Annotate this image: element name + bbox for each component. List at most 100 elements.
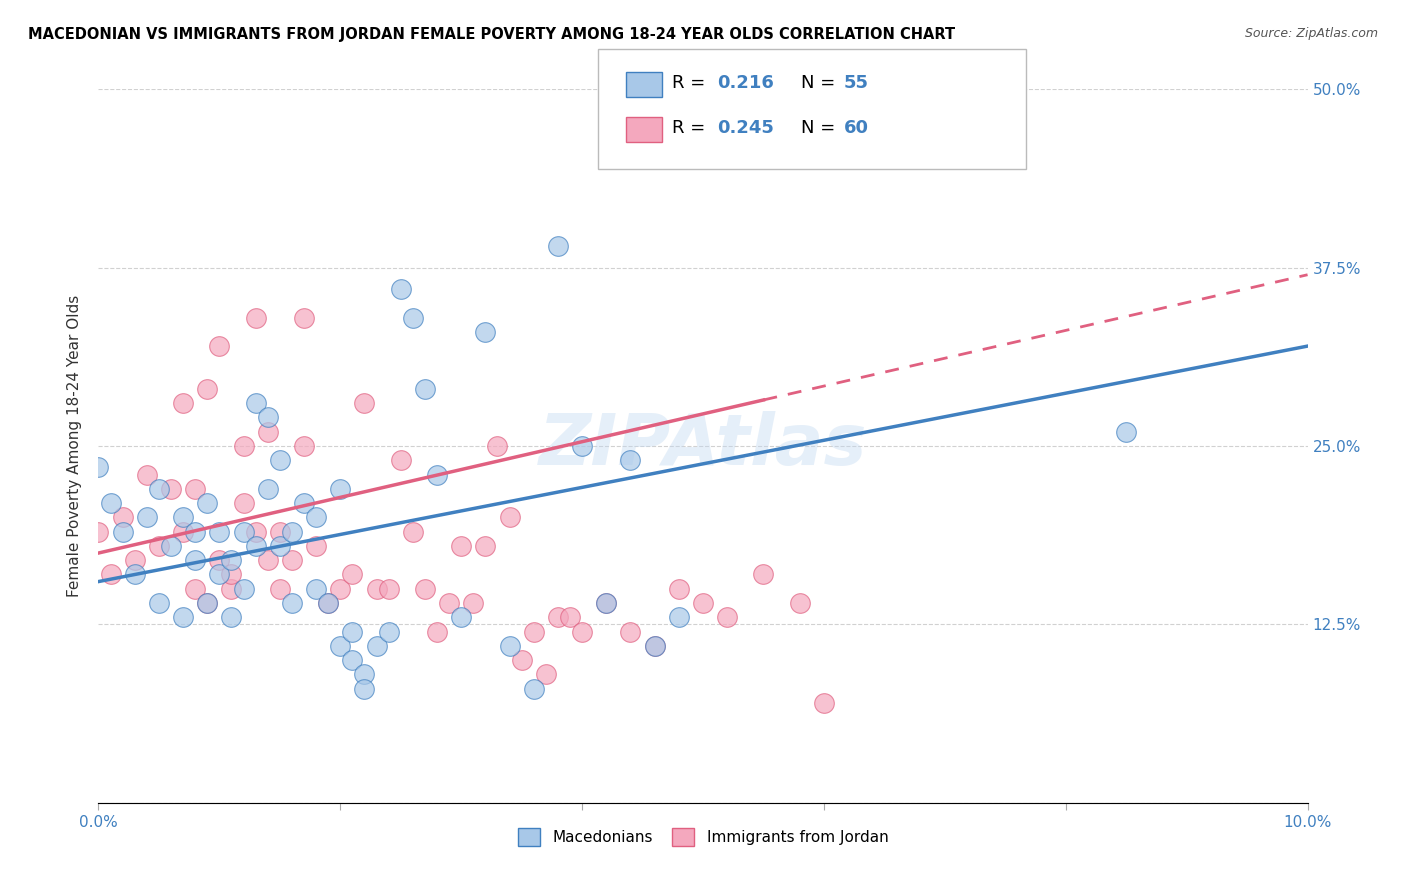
Point xyxy=(619,624,641,639)
Point xyxy=(245,396,267,410)
Point xyxy=(172,510,194,524)
Point xyxy=(232,496,254,510)
Point xyxy=(221,567,243,582)
Point xyxy=(644,639,666,653)
Point xyxy=(305,539,328,553)
Point xyxy=(292,439,315,453)
Point xyxy=(316,596,339,610)
Point xyxy=(486,439,509,453)
Point xyxy=(208,567,231,582)
Point xyxy=(498,639,520,653)
Point xyxy=(281,553,304,567)
Point xyxy=(474,325,496,339)
Point xyxy=(619,453,641,467)
Point xyxy=(269,524,291,539)
Point xyxy=(402,524,425,539)
Text: MACEDONIAN VS IMMIGRANTS FROM JORDAN FEMALE POVERTY AMONG 18-24 YEAR OLDS CORREL: MACEDONIAN VS IMMIGRANTS FROM JORDAN FEM… xyxy=(28,27,955,42)
Point xyxy=(305,510,328,524)
Point xyxy=(547,610,569,624)
Point xyxy=(377,624,399,639)
Point xyxy=(316,596,339,610)
Point xyxy=(305,582,328,596)
Point xyxy=(124,567,146,582)
Point xyxy=(184,582,207,596)
Point xyxy=(716,610,738,624)
Point xyxy=(281,596,304,610)
Point xyxy=(87,524,110,539)
Text: Source: ZipAtlas.com: Source: ZipAtlas.com xyxy=(1244,27,1378,40)
Point xyxy=(184,524,207,539)
Text: N =: N = xyxy=(801,119,841,136)
Point xyxy=(752,567,775,582)
Point xyxy=(160,539,183,553)
Point xyxy=(269,453,291,467)
Point xyxy=(547,239,569,253)
Point xyxy=(111,524,134,539)
Point xyxy=(148,596,170,610)
Point xyxy=(450,610,472,624)
Point xyxy=(353,681,375,696)
Point xyxy=(523,681,546,696)
Point xyxy=(413,582,436,596)
Point xyxy=(111,510,134,524)
Text: 0.216: 0.216 xyxy=(717,74,773,92)
Point xyxy=(523,624,546,639)
Point xyxy=(668,610,690,624)
Text: ZIPAtlas: ZIPAtlas xyxy=(538,411,868,481)
Point xyxy=(269,539,291,553)
Point xyxy=(366,582,388,596)
Point xyxy=(329,582,352,596)
Point xyxy=(571,439,593,453)
Point xyxy=(160,482,183,496)
Point xyxy=(256,553,278,567)
Point xyxy=(135,467,157,482)
Point xyxy=(377,582,399,596)
Y-axis label: Female Poverty Among 18-24 Year Olds: Female Poverty Among 18-24 Year Olds xyxy=(67,295,83,597)
Point xyxy=(172,524,194,539)
Point xyxy=(87,460,110,475)
Legend: Macedonians, Immigrants from Jordan: Macedonians, Immigrants from Jordan xyxy=(512,822,894,852)
Point xyxy=(437,596,460,610)
Point xyxy=(426,624,449,639)
Text: R =: R = xyxy=(672,119,711,136)
Point xyxy=(232,524,254,539)
Point xyxy=(221,553,243,567)
Point xyxy=(292,310,315,325)
Point xyxy=(413,382,436,396)
Point xyxy=(789,596,811,610)
Point xyxy=(269,582,291,596)
Point xyxy=(342,653,364,667)
Point xyxy=(208,339,231,353)
Point xyxy=(245,310,267,325)
Point xyxy=(644,639,666,653)
Point xyxy=(256,482,278,496)
Point xyxy=(281,524,304,539)
Point xyxy=(148,482,170,496)
Point xyxy=(595,596,617,610)
Text: N =: N = xyxy=(801,74,841,92)
Point xyxy=(148,539,170,553)
Point xyxy=(474,539,496,553)
Point xyxy=(329,639,352,653)
Point xyxy=(353,667,375,681)
Text: 55: 55 xyxy=(844,74,869,92)
Point xyxy=(100,567,122,582)
Point xyxy=(256,410,278,425)
Point xyxy=(221,582,243,596)
Point xyxy=(668,582,690,596)
Point xyxy=(402,310,425,325)
Point xyxy=(389,282,412,296)
Point xyxy=(342,567,364,582)
Point xyxy=(510,653,533,667)
Point xyxy=(366,639,388,653)
Text: R =: R = xyxy=(672,74,711,92)
Point xyxy=(595,596,617,610)
Point xyxy=(232,582,254,596)
Point xyxy=(256,425,278,439)
Point xyxy=(813,696,835,710)
Point xyxy=(221,610,243,624)
Point xyxy=(172,396,194,410)
Point xyxy=(558,610,581,624)
Point xyxy=(463,596,485,610)
Point xyxy=(389,453,412,467)
